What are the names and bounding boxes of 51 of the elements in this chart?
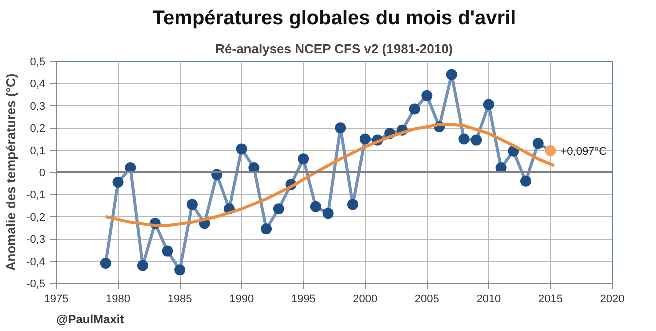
chart-subtitle: Ré-analyses NCEP CFS v2 (1981-2010): [216, 42, 454, 56]
y-tick-label: -0,1: [26, 190, 46, 202]
point: [100, 258, 112, 270]
point: [520, 176, 532, 187]
point: [335, 122, 346, 134]
point: [532, 138, 544, 150]
point: [174, 264, 186, 276]
y-tick-label: 0: [39, 168, 46, 180]
point: [186, 199, 198, 210]
annotation: +0,097°C: [560, 146, 608, 158]
x-tick-label: 2000: [353, 294, 378, 306]
y-tick-label: 0,5: [30, 56, 46, 68]
point: [348, 199, 359, 210]
point: [483, 99, 494, 110]
x-tick-label: 2020: [600, 294, 625, 306]
x-tick-label: 1995: [291, 294, 316, 306]
point: [273, 204, 284, 215]
point: [261, 224, 272, 235]
point: [471, 134, 482, 146]
point: [298, 154, 310, 165]
x-tick-label: 2010: [476, 294, 502, 306]
point: [422, 90, 433, 102]
x-tick-label: 1990: [230, 294, 254, 306]
text: @PaulMaxit: [56, 312, 124, 326]
x-tick-label: 1975: [44, 294, 69, 306]
x-tick-label: 1985: [168, 294, 192, 306]
point: [112, 177, 124, 188]
y-tick-label: -0,2: [26, 212, 46, 224]
point: [322, 208, 334, 220]
line-series: [104, 123, 556, 228]
y-tick-label: 0,1: [30, 145, 46, 158]
x-tick-label: 1980: [106, 294, 131, 306]
point: [310, 201, 322, 212]
point: [446, 69, 458, 80]
x-tick-label: 2015: [538, 294, 563, 306]
point: [545, 145, 556, 156]
x-tick-label: 2005: [414, 294, 440, 306]
y-tick-label: 0,3: [30, 100, 46, 113]
point: [137, 260, 148, 272]
y-axis-title: Anomalie des températures (°C): [4, 74, 19, 272]
chart-title: Températures globales du mois d'avril: [152, 8, 516, 30]
point: [162, 246, 174, 257]
point: [236, 144, 248, 155]
point: [409, 104, 420, 115]
point: [360, 134, 371, 145]
y-tick-label: 0,2: [30, 123, 46, 136]
y-tick-label: -0,3: [26, 234, 46, 246]
point: [458, 134, 470, 145]
y-tick-label: -0,5: [26, 278, 46, 290]
y-tick-label: 0,4: [30, 78, 46, 91]
y-tick-label: -0,4: [26, 256, 46, 268]
